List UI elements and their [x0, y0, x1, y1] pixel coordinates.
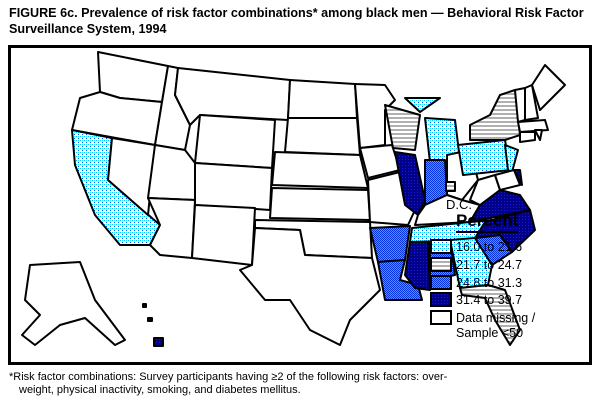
footnote: *Risk factor combinations: Survey partic…: [9, 371, 599, 397]
state-nebraska: [271, 151, 369, 189]
legend-swatch-missing: [430, 310, 452, 325]
state-virginia: [469, 189, 531, 223]
legend-label: Data missing /: [456, 311, 536, 325]
state-hawaii-islands: [147, 317, 153, 322]
state-utah: [147, 144, 196, 201]
state-wisconsin: [384, 104, 421, 151]
legend-label: 16.0 to 21.6: [456, 240, 523, 254]
state-texas: [239, 227, 381, 346]
state-hawaii: [153, 337, 164, 347]
legend-swatch-31-39: [430, 292, 452, 307]
map-frame: [8, 45, 592, 365]
state-connecticut: [519, 131, 536, 143]
legend-label: 24.8 to 31.3: [456, 276, 523, 290]
legend-label: 21.7 to 24.7: [456, 258, 523, 272]
state-kentucky: [414, 194, 481, 226]
legend-swatch-24-31: [430, 275, 452, 290]
state-maine: [531, 64, 566, 111]
dc-label: D.C.: [446, 197, 472, 212]
legend-swatch-21-24: [430, 257, 452, 272]
state-maryland: [494, 169, 521, 191]
state-new-york: [469, 89, 521, 141]
state-hawaii-islands: [142, 303, 147, 308]
state-wyoming: [194, 114, 276, 169]
state-florida: [459, 284, 521, 346]
legend-label: Sample <50: [456, 326, 524, 340]
state-rhode-island: [534, 129, 543, 141]
state-delaware: [513, 169, 523, 186]
state-nevada: [107, 137, 156, 216]
state-michigan-upper: [404, 97, 441, 113]
state-kansas: [269, 187, 371, 221]
state-mississippi: [404, 241, 431, 291]
state-colorado: [194, 162, 273, 211]
footnote-line: weight, physical inactivity, smoking, an…: [19, 384, 301, 396]
figure-title: FIGURE 6c. Prevalence of risk factor com…: [9, 6, 584, 36]
state-new-mexico: [191, 204, 256, 266]
state-west-virginia: [469, 174, 501, 206]
state-north-dakota: [287, 79, 358, 119]
state-new-jersey: [504, 144, 519, 173]
legend-swatch-16-21: [430, 239, 452, 254]
state-illinois: [394, 151, 426, 216]
state-massachusetts: [517, 119, 549, 133]
legend-label: 31.4 to 39.7: [456, 293, 523, 307]
state-south-dakota: [284, 117, 361, 156]
dc-marker: [445, 181, 456, 192]
state-alaska: [21, 261, 126, 346]
state-pennsylvania: [457, 139, 511, 176]
state-georgia: [449, 237, 493, 289]
footnote-line: *Risk factor combinations: Survey partic…: [9, 371, 448, 383]
state-new-hampshire: [524, 84, 539, 121]
state-arkansas: [369, 225, 411, 263]
legend-title: Percent: [456, 211, 519, 233]
